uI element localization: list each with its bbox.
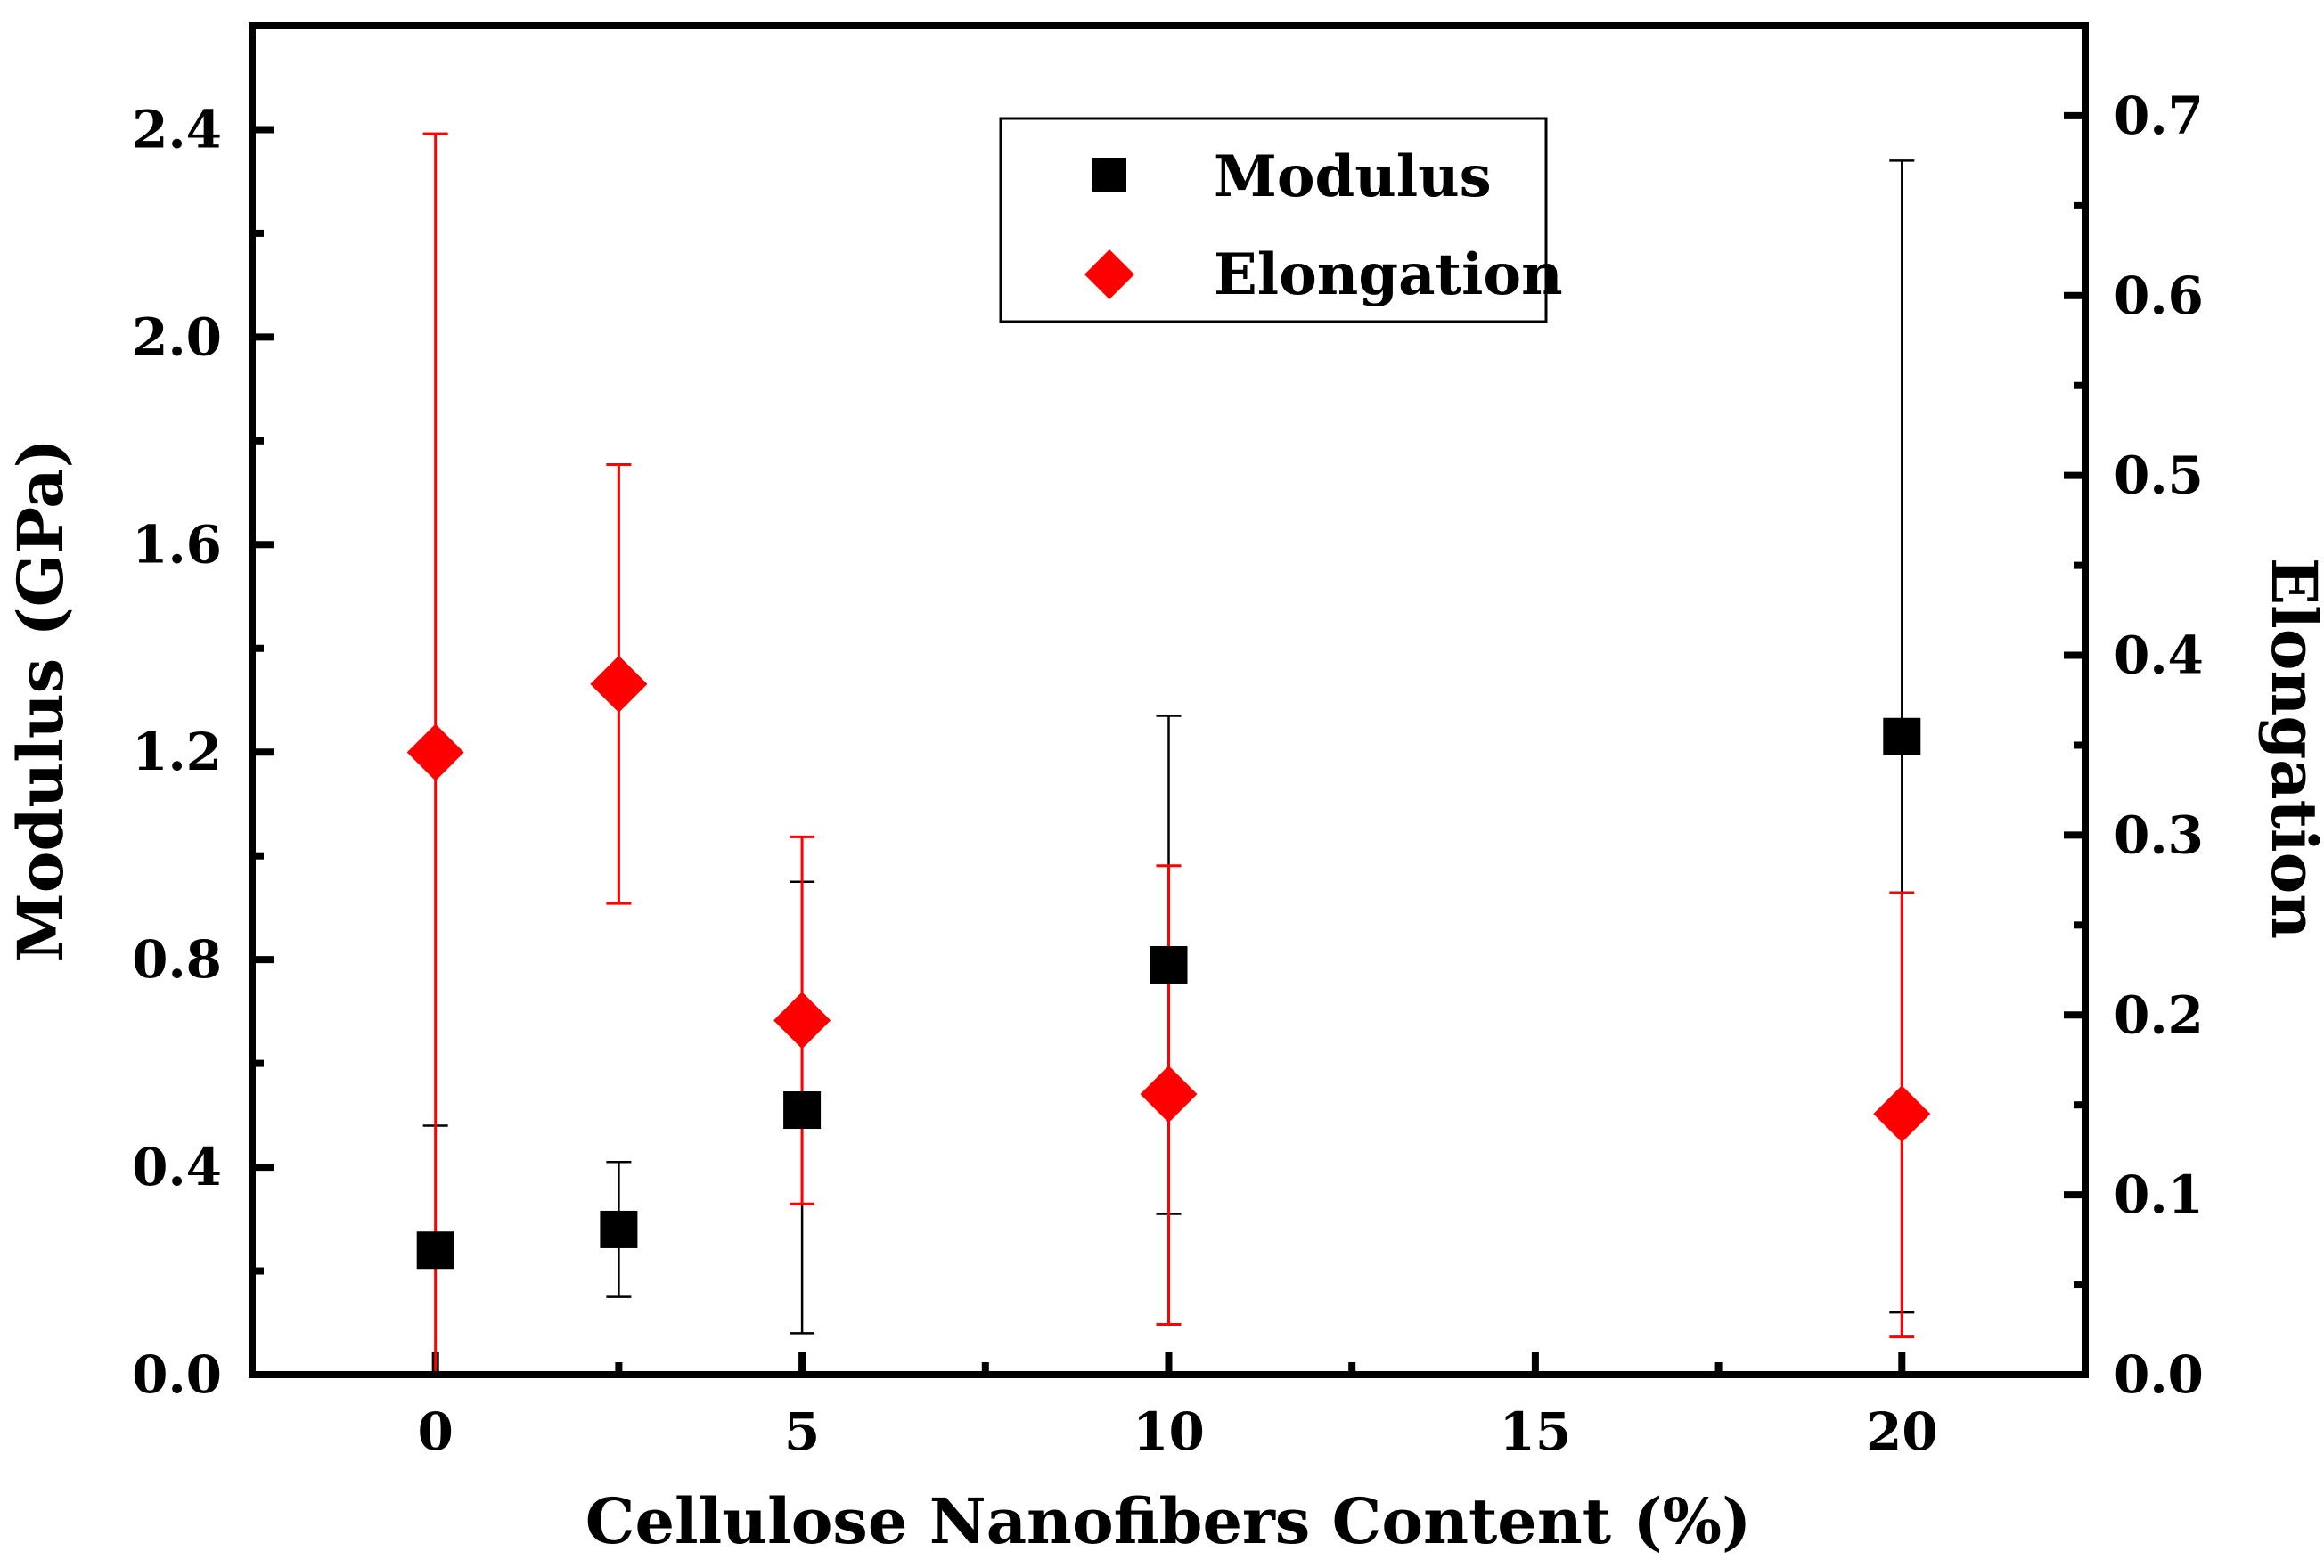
x-tick-label: 5 — [784, 1401, 820, 1462]
elongation-point — [773, 992, 831, 1049]
legend-modulus-marker — [1092, 158, 1126, 192]
y-left-tick-label: 1.6 — [132, 514, 222, 575]
x-axis-title: Cellulose Nanofibers Content (%) — [585, 1484, 1751, 1558]
modulus-point — [600, 1210, 638, 1248]
y-left-tick-label: 2.4 — [132, 99, 222, 159]
legend: Modulus Elongation — [999, 117, 1563, 323]
y-left-tick-label: 0.0 — [132, 1344, 222, 1405]
y-left-tick-label: 2.0 — [132, 306, 222, 367]
legend-elongation-marker — [1084, 249, 1134, 299]
legend-box — [999, 117, 1548, 323]
y-axis-right-title: Elongation — [2257, 558, 2324, 939]
elongation-point — [406, 723, 464, 781]
legend-elongation-label: Elongation — [1214, 241, 1563, 308]
y-axis-left-title: Modulus (GPa) — [4, 438, 78, 961]
legend-modulus-label: Modulus — [1214, 143, 1492, 210]
ticks-layer: 0 5 10 15 20 0.0 0.4 0.8 1.2 1.6 2.0 2.4 0.0 0.1 0.2 0.… — [132, 86, 2204, 1462]
y-left-tick-label: 1.2 — [132, 722, 222, 782]
y-left-tick-label: 0.4 — [132, 1137, 222, 1197]
modulus-point — [1150, 945, 1188, 984]
y-right-tick-label: 0.1 — [2114, 1164, 2204, 1225]
markers-layer — [406, 655, 1931, 1270]
y-right-tick-label: 0.2 — [2114, 984, 2204, 1045]
y-right-tick-label: 0.3 — [2114, 804, 2204, 865]
y-left-tick-label: 0.8 — [132, 929, 222, 990]
modulus-point — [416, 1231, 454, 1270]
x-tick-label: 10 — [1133, 1401, 1205, 1462]
y-right-tick-label: 0.4 — [2114, 625, 2204, 686]
elongation-point — [590, 655, 648, 713]
modulus-point — [783, 1091, 822, 1130]
x-tick-label: 0 — [418, 1401, 454, 1462]
y-right-tick-label: 0.0 — [2114, 1344, 2204, 1405]
y-right-tick-label: 0.6 — [2114, 265, 2204, 326]
x-tick-label: 20 — [1866, 1401, 1938, 1462]
y-right-tick-label: 0.5 — [2114, 445, 2204, 506]
modulus-point — [1883, 717, 1921, 755]
y-right-tick-label: 0.7 — [2114, 86, 2204, 146]
plot-frame — [249, 22, 2089, 1378]
elongation-point — [1873, 1085, 1931, 1143]
x-tick-label: 15 — [1500, 1401, 1572, 1462]
elongation-point — [1140, 1066, 1198, 1123]
